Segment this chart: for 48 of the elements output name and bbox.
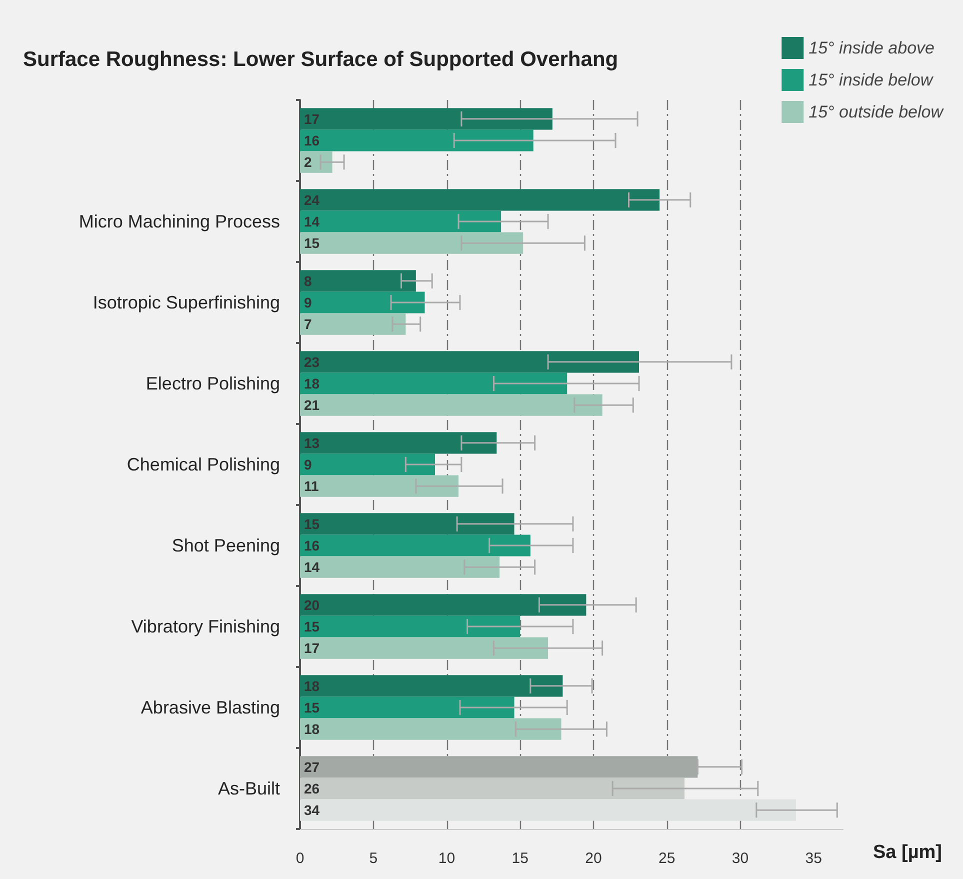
data-label: 15 xyxy=(304,700,320,716)
data-label: 18 xyxy=(304,678,320,694)
data-label: 11 xyxy=(304,478,320,494)
x-axis-title: Sa [µm] xyxy=(873,842,942,863)
chart-title: Surface Roughness: Lower Surface of Supported Overhang xyxy=(23,48,618,71)
data-label: 2 xyxy=(304,154,312,170)
y-tick-label: Micro Machining Process xyxy=(78,212,280,232)
data-label: 24 xyxy=(304,192,320,208)
y-tick-label: Vibratory Finishing xyxy=(131,616,280,636)
x-tick-label: 0 xyxy=(296,850,304,867)
x-tick-label: 15 xyxy=(512,850,528,867)
data-label: 18 xyxy=(304,376,320,392)
x-tick-label: 35 xyxy=(805,850,822,867)
x-tick-label: 10 xyxy=(438,850,456,867)
data-label: 34 xyxy=(304,802,320,818)
x-tick-label: 30 xyxy=(732,850,749,867)
x-tick-label: 20 xyxy=(585,850,602,867)
data-label: 9 xyxy=(304,456,312,472)
data-label: 16 xyxy=(304,538,320,554)
y-tick-label: Shot Peening xyxy=(172,536,280,556)
data-label: 7 xyxy=(304,316,312,332)
data-label: 15 xyxy=(304,235,320,252)
data-label: 14 xyxy=(304,214,320,230)
data-label: 17 xyxy=(304,640,320,656)
data-label: 26 xyxy=(304,780,320,796)
data-label: 16 xyxy=(304,132,320,148)
data-label: 15 xyxy=(304,618,320,634)
y-tick-label: Electro Polishing xyxy=(146,374,280,394)
data-label: 23 xyxy=(304,354,320,370)
y-tick-label: Abrasive Blasting xyxy=(140,698,280,718)
data-label: 15 xyxy=(304,516,320,532)
x-tick-label: 25 xyxy=(658,850,676,867)
legend-label: 15° inside above xyxy=(808,38,934,58)
y-tick-label: Chemical Polishing xyxy=(126,454,280,474)
data-label: 18 xyxy=(304,721,320,738)
data-label: 8 xyxy=(304,272,312,289)
y-tick-label: Isotropic Superfinishing xyxy=(92,292,280,312)
data-label: 9 xyxy=(304,294,312,310)
legend-label: 15° inside below xyxy=(808,70,934,90)
legend-label: 15° outside below xyxy=(808,102,945,122)
data-label: 14 xyxy=(304,559,320,576)
data-label: 17 xyxy=(304,110,320,127)
data-label: 13 xyxy=(304,434,320,451)
y-tick-label: As-Built xyxy=(218,778,280,798)
data-label: 20 xyxy=(304,596,320,613)
x-tick-label: 5 xyxy=(369,850,378,867)
data-label: 27 xyxy=(304,758,320,775)
data-label: 21 xyxy=(304,397,320,414)
